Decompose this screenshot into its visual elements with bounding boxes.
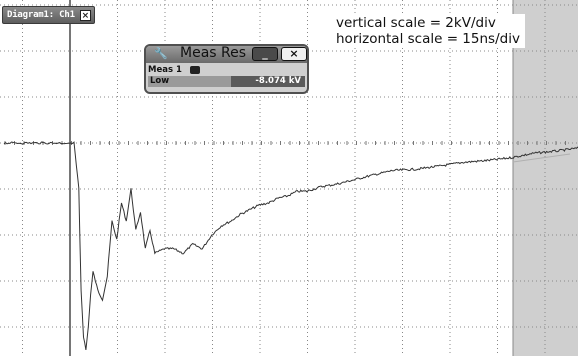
vertical-scale-text: vertical scale = 2kV/div — [336, 15, 496, 31]
horizontal-scale-text: horizontal scale = 15ns/div — [336, 31, 520, 47]
meas-row-header: Meas 1 — [148, 65, 200, 75]
meas-result-label: Low — [150, 76, 170, 86]
diagram-tab[interactable]: Diagram1: Ch1 × — [2, 6, 95, 24]
close-button[interactable]: × — [281, 47, 307, 61]
wrench-icon: 🔧 — [154, 47, 168, 60]
meas-window-titlebar[interactable]: 🔧 Meas Res _ × — [146, 46, 307, 63]
minimize-button[interactable]: _ — [252, 47, 278, 61]
trace-continuation — [512, 153, 571, 163]
meas-row-name: Meas 1 — [148, 65, 182, 75]
right-offscreen-panel — [513, 0, 578, 356]
diagram-tab-label: Diagram1: Ch1 — [7, 10, 75, 20]
meas-result-value: -8.074 kV — [231, 76, 305, 87]
waveform-trace — [3, 141, 578, 350]
close-icon[interactable]: × — [79, 9, 91, 21]
meas-result-row: Low -8.074 kV — [148, 76, 305, 87]
meas-settings-icon[interactable] — [189, 66, 200, 74]
meas-window-title: Meas Res — [180, 45, 247, 61]
scale-annotation: vertical scale = 2kV/div horizontal scal… — [333, 14, 525, 48]
meas-results-window[interactable]: 🔧 Meas Res _ × Meas 1 Low -8.074 kV — [144, 44, 309, 94]
